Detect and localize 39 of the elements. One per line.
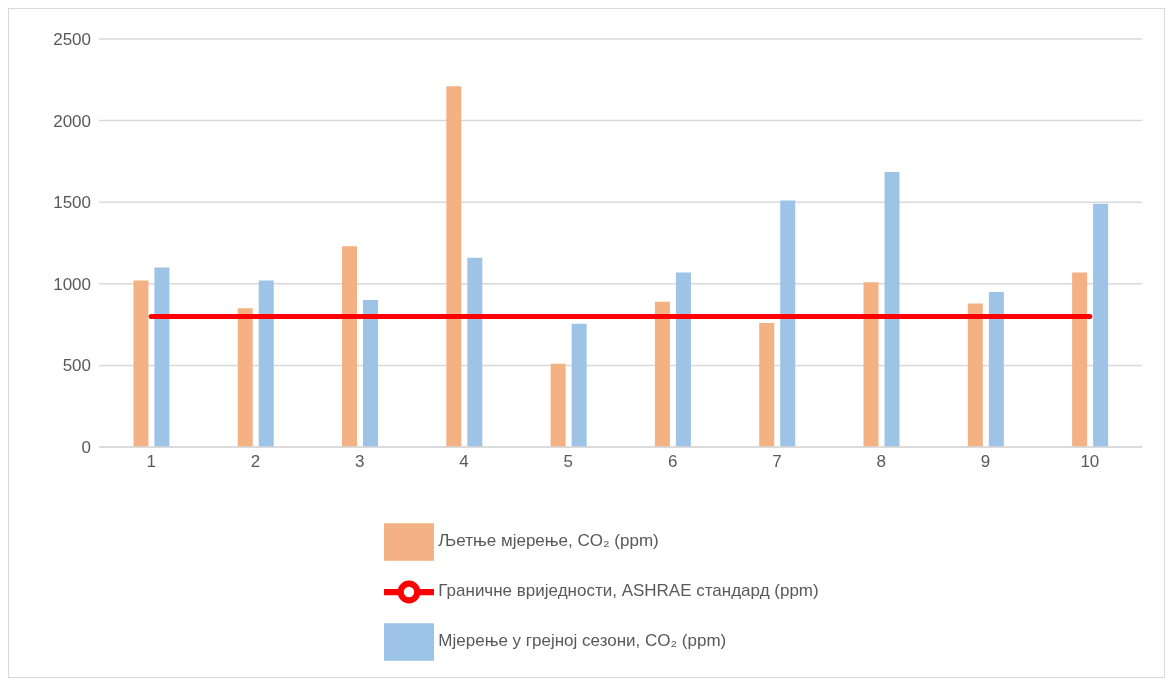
x-tick-label: 10 [1080,452,1100,472]
x-tick-label: 8 [876,452,886,472]
bar [258,280,274,447]
bar [550,363,566,447]
legend-label: Мјерење у грејној сезони, CO₂ (ppm) [438,631,727,651]
bar [863,282,879,447]
bar [133,280,149,447]
x-tick-label: 1 [146,452,156,472]
bar [237,308,253,447]
y-tick-label: 500 [62,356,91,376]
bar [154,267,170,447]
y-tick-label: 1500 [53,193,91,213]
bar [884,172,900,447]
x-tick-label: 9 [980,452,991,472]
bar [1072,272,1088,447]
bar [759,322,775,447]
bar [363,300,379,447]
x-tick-label: 3 [355,452,365,472]
legend-label: Граничне вриједности, ASHRAE стандард (ppm) [438,581,819,601]
legend-label: Љетње мјерење, CO₂ (ppm) [438,531,659,551]
x-tick-label: 4 [459,452,469,472]
y-tick-label: 0 [81,438,91,458]
bar [467,257,483,447]
bar [342,246,358,447]
y-tick-label: 1000 [53,274,91,294]
bar [675,272,691,447]
bar [780,200,796,447]
bar [967,303,983,447]
y-tick-label: 2500 [53,30,91,50]
bar [1093,203,1109,447]
bar [571,323,587,447]
x-tick-label: 5 [563,452,574,472]
x-tick-label: 2 [250,452,261,472]
x-tick-label: 6 [667,452,678,472]
y-tick-label: 2000 [53,111,91,131]
x-tick-label: 7 [772,452,782,472]
bar [446,86,462,447]
bar [988,291,1004,447]
bar [654,301,670,447]
